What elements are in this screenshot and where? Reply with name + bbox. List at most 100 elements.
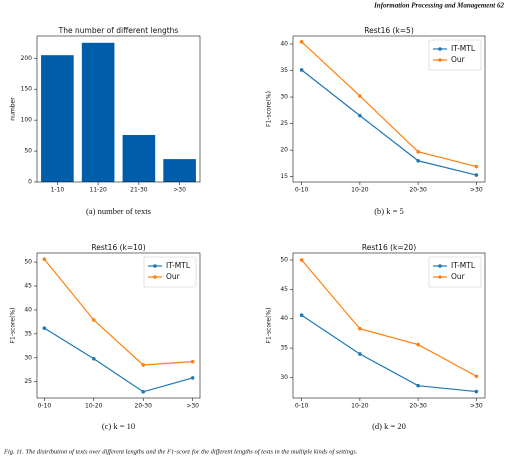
legend-box <box>428 39 482 71</box>
x-tick-label: >30 <box>186 403 199 410</box>
axes-frame <box>36 252 201 399</box>
axes-frame <box>36 35 201 183</box>
legend-marker <box>153 264 157 268</box>
series-marker <box>190 359 195 364</box>
y-tick-label: 30 <box>280 94 288 101</box>
series-line <box>301 41 477 168</box>
caption: (c) k = 10 <box>102 421 135 431</box>
series-marker <box>358 94 362 98</box>
series-marker <box>416 342 420 347</box>
y-tick-label: 40 <box>24 306 32 313</box>
series-marker <box>190 376 195 380</box>
chart-title: Rest16 (k=10) <box>91 243 145 252</box>
series-marker <box>299 258 304 262</box>
bar <box>163 159 196 182</box>
series-marker <box>141 363 146 367</box>
legend-label: Our <box>166 272 181 281</box>
series-marker <box>358 326 362 331</box>
bar <box>81 42 115 182</box>
x-tick-label: 1-10 <box>51 187 65 194</box>
legend-marker <box>438 275 442 279</box>
y-tick-label: 30 <box>280 374 288 381</box>
series-marker <box>91 356 96 361</box>
series-marker <box>416 149 420 154</box>
y-tick-label: 50 <box>280 257 288 264</box>
y-tick-label: 45 <box>280 286 288 293</box>
y-tick-label: 40 <box>280 315 288 322</box>
x-tick-label: 10-20 <box>351 403 369 410</box>
legend-label: IT-MTL <box>451 44 476 53</box>
x-tick-label: 0-10 <box>38 403 52 410</box>
series-line <box>301 259 477 377</box>
legend-box <box>143 256 197 288</box>
header: Information Processing and Management 62 <box>373 2 504 10</box>
x-tick-label: >30 <box>173 187 186 194</box>
legend-label: Our <box>451 272 466 281</box>
legend-marker <box>153 275 157 279</box>
series-marker <box>358 352 362 356</box>
axes-frame <box>292 35 486 183</box>
y-tick-label: 100 <box>21 117 33 124</box>
y-tick-label: 35 <box>280 67 288 74</box>
y-tick-label: 35 <box>24 330 32 337</box>
legend-label: Our <box>451 55 466 64</box>
bar <box>41 55 74 183</box>
series-marker <box>299 313 304 318</box>
chart-title: Rest16 (k=5) <box>364 26 414 35</box>
x-tick-label: 10-20 <box>85 403 103 410</box>
axes-frame <box>292 252 486 399</box>
footer-caption: Fig. 11. The distribution of texts over … <box>3 448 358 455</box>
legend-marker <box>438 264 442 268</box>
y-tick-label: 35 <box>280 345 288 352</box>
chart-title: The number of different lengths <box>58 26 179 35</box>
y-tick-label: 45 <box>24 283 32 290</box>
y-tick-label: 30 <box>24 354 32 361</box>
chart-title: Rest16 (k=20) <box>362 243 416 252</box>
y-tick-label: 150 <box>21 86 33 93</box>
series-marker <box>474 173 479 177</box>
y-tick-label: 0 <box>28 179 32 186</box>
series-marker <box>474 164 479 169</box>
y-tick-label: 40 <box>280 40 288 47</box>
bar <box>122 134 156 182</box>
y-tick-label: 25 <box>280 120 288 127</box>
y-axis-label: F1-score(%) <box>266 91 273 127</box>
y-tick-label: 50 <box>24 259 32 266</box>
x-tick-label: 0-10 <box>295 187 309 194</box>
legend-label: IT-MTL <box>166 261 191 270</box>
legend-box <box>428 256 482 288</box>
series-marker <box>91 318 96 322</box>
series-marker <box>416 158 420 163</box>
x-tick-label: 0-10 <box>295 403 309 410</box>
y-axis-label: F1-score(%) <box>10 308 17 344</box>
y-tick-label: 200 <box>21 55 33 62</box>
x-tick-label: 20-30 <box>409 187 427 194</box>
x-tick-label: 10-20 <box>351 187 369 194</box>
series-marker <box>299 40 304 44</box>
caption: (a) number of texts <box>86 206 151 216</box>
series-marker <box>358 113 362 118</box>
series-marker <box>42 257 47 262</box>
y-axis-label: F1-score(%) <box>266 308 273 344</box>
y-tick-label: 25 <box>24 378 32 385</box>
series-marker <box>299 68 304 72</box>
caption: (b) k = 5 <box>374 206 404 216</box>
series-marker <box>474 374 479 379</box>
series-line <box>301 314 477 393</box>
y-tick-label: 20 <box>280 147 288 154</box>
caption: (d) k = 20 <box>372 421 406 431</box>
series-line <box>301 69 477 176</box>
x-tick-label: 21-30 <box>130 187 148 194</box>
x-tick-label: >30 <box>470 403 483 410</box>
legend-label: IT-MTL <box>451 261 476 270</box>
legend-marker <box>438 47 442 51</box>
series-marker <box>474 389 479 394</box>
x-tick-label: 11-20 <box>89 187 107 194</box>
x-tick-label: 20-30 <box>135 403 153 410</box>
y-tick-label: 15 <box>280 173 288 180</box>
series-marker <box>42 326 47 330</box>
series-line <box>44 327 193 393</box>
series-marker <box>141 389 146 394</box>
legend-marker <box>438 58 442 62</box>
